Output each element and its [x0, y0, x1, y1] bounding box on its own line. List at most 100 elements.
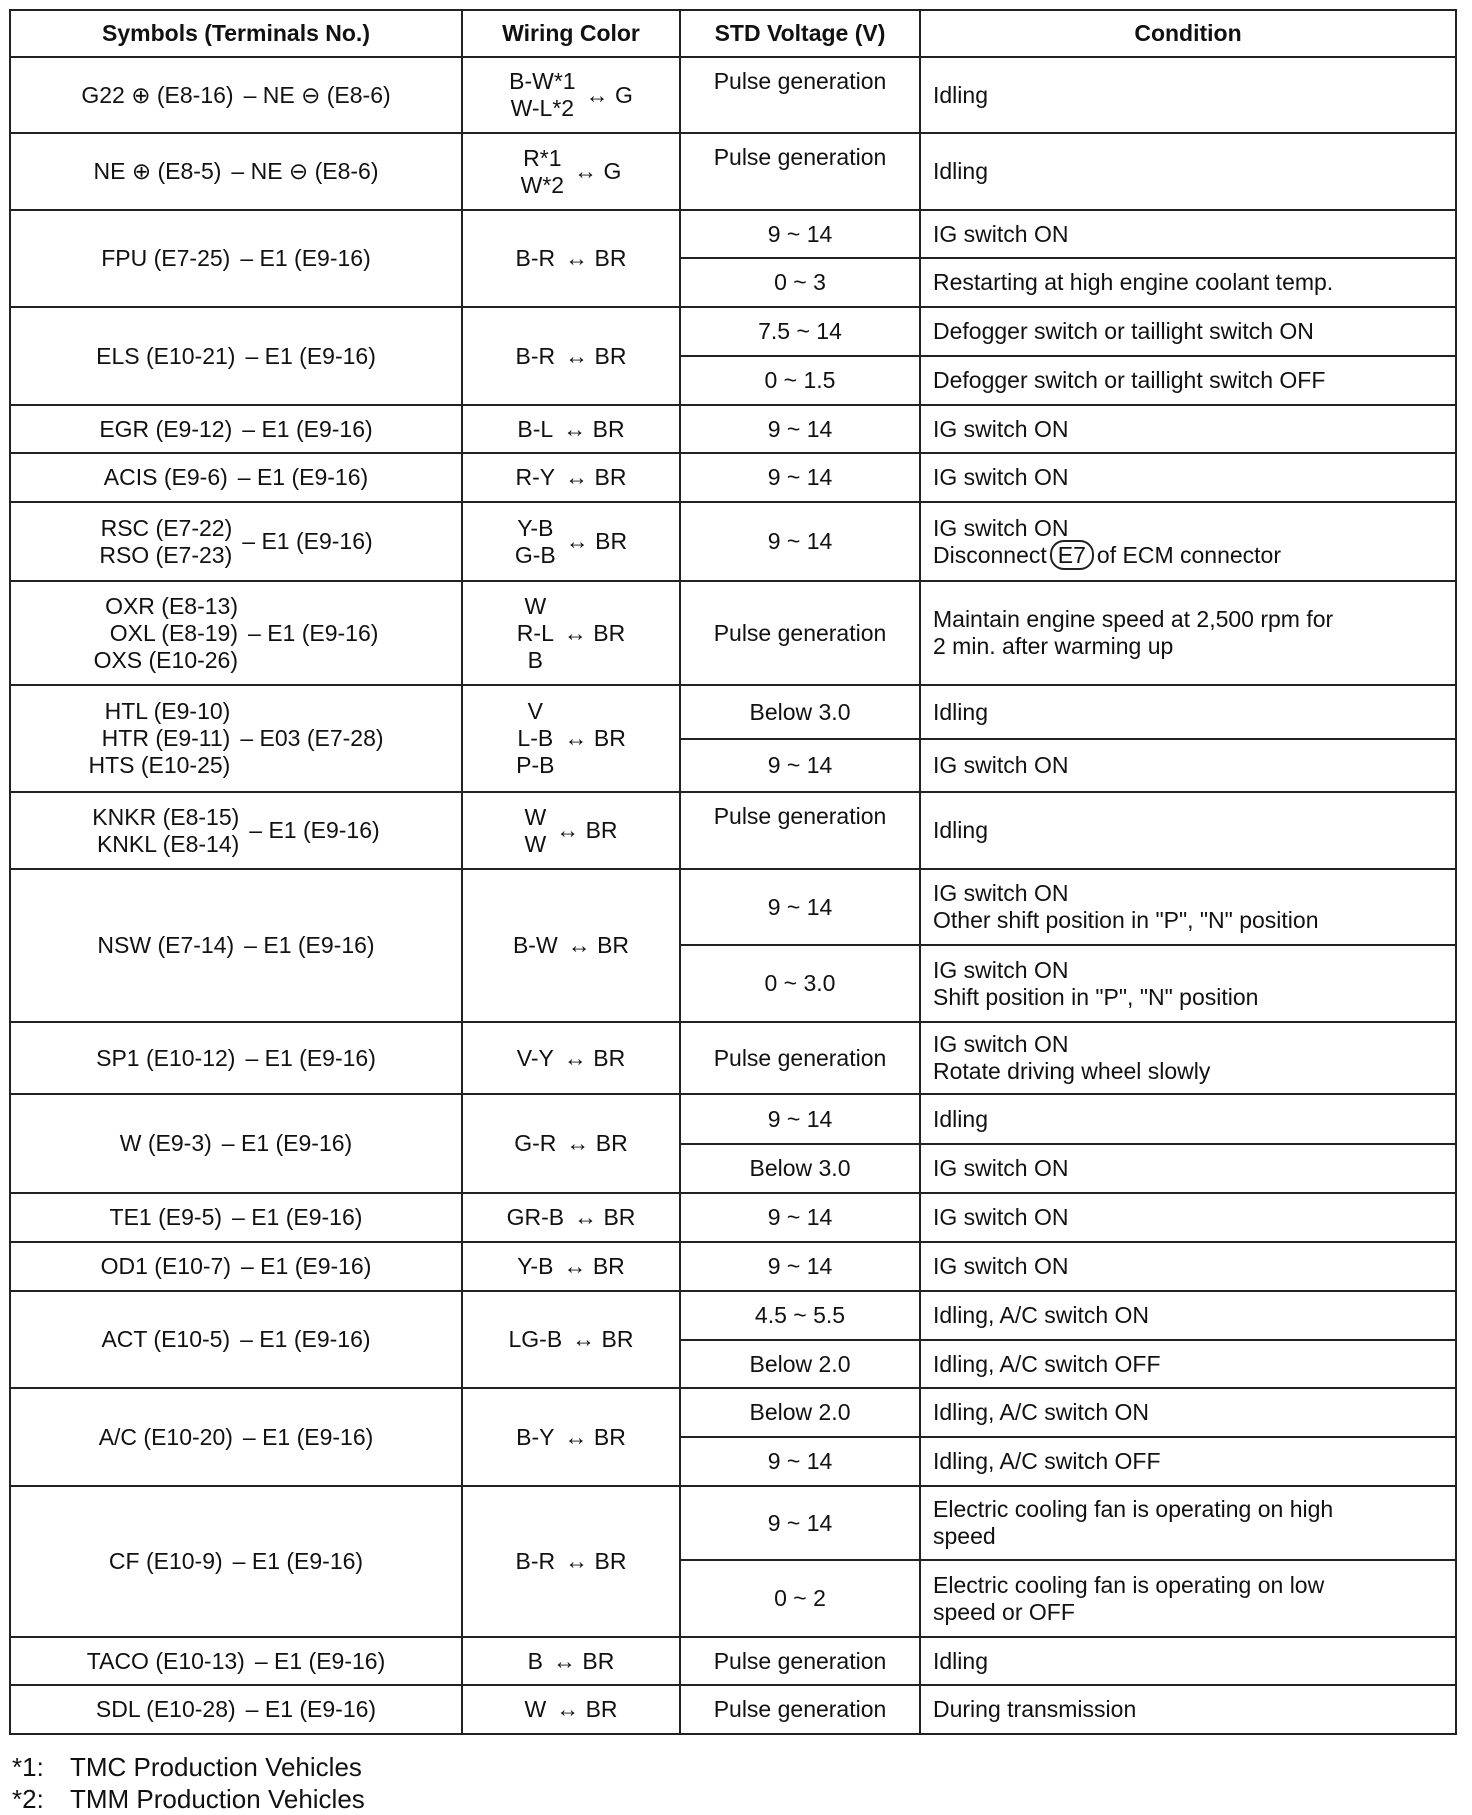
wire-color-ground: ↔ BR	[564, 1423, 626, 1450]
condition-line: Disconnect E7 of ECM connector	[933, 539, 1447, 570]
terminal-pair: SDL (E10-28) – E1 (E9-16)	[96, 1696, 376, 1723]
wire-color-list: R*1 W*2	[521, 145, 564, 199]
wiring-pair: V-Y ↔ BR	[517, 1045, 625, 1072]
table-row: Below 2.0 Idling, A/C switch OFF	[10, 1339, 1457, 1389]
std-voltage-cell: 9 ~ 14	[679, 404, 921, 454]
wire-color: B	[527, 1647, 543, 1674]
terminal-list: ELS (E10-21)	[96, 343, 235, 370]
terminal: HTS (E10-25)	[88, 752, 231, 778]
std-voltage-cell: 0 ~ 2	[679, 1559, 921, 1638]
terminal-list: OXR (E8-13) OXL (E8-19) OXS (E10-26)	[94, 593, 238, 674]
std-voltage-cell: Pulse generation	[679, 1021, 921, 1095]
table-row: EGR (E9-12) – E1 (E9-16) B-L ↔ BR 9 ~ 14 IG s…	[9, 404, 1457, 454]
terminal: NE ⊕ (E8-5)	[93, 158, 222, 184]
terminal: KNKL (E8-14)	[96, 830, 240, 857]
condition-line: IG switch ON	[933, 1253, 1069, 1279]
wire-color: V	[527, 698, 543, 724]
condition-cell: Defogger switch or taillight switch OFF	[919, 355, 1457, 406]
ground-terminal: – NE ⊖ (E8-6)	[231, 158, 379, 184]
std-voltage-cell: 4.5 ~ 5.5	[679, 1290, 921, 1341]
terminal-pair: KNKR (E8-15) KNKL (E8-14) – E1 (E9-16)	[92, 804, 379, 858]
wire-color-ground: ↔ BR	[564, 725, 626, 751]
condition-cell: IG switch ON	[919, 452, 1457, 503]
table-row: CF (E10-9) – E1 (E9-16) B-R ↔ BR 9 ~ 14 Elect…	[9, 1485, 1457, 1638]
wire-color: V-Y	[516, 1044, 554, 1071]
wiring-pair: G-R ↔ BR	[514, 1130, 628, 1157]
table-row: A/C (E10-20) – E1 (E9-16) B-Y ↔ BR Below 2.0…	[9, 1387, 1457, 1487]
wire-color-ground: ↔ BR	[556, 817, 618, 843]
terminal-pair: ELS (E10-21) – E1 (E9-16)	[96, 343, 376, 370]
std-voltage-cell: Pulse generation	[679, 791, 921, 870]
std-voltage-cell: 7.5 ~ 14	[679, 306, 921, 357]
wiring-pair: B-W ↔ BR	[513, 932, 629, 959]
wiring-color-cell: R-Y ↔ BR	[461, 452, 681, 503]
terminal-list: SP1 (E10-12)	[96, 1045, 235, 1072]
wiring-pair: B-L ↔ BR	[517, 416, 624, 443]
wiring-color-cell: W ↔ BR	[461, 1684, 681, 1735]
table-row: HTL (E9-10) HTR (E9-11) HTS (E10-25) – E03 …	[9, 684, 1457, 793]
terminal: EGR (E9-12)	[99, 415, 233, 442]
condition-cell: Electric cooling fan is operating on low…	[919, 1559, 1457, 1638]
ground-terminal: – E1 (E9-16)	[245, 1696, 377, 1722]
terminal-symbols-cell: SP1 (E10-12) – E1 (E9-16)	[9, 1021, 463, 1095]
condition-line: Idling	[933, 1647, 988, 1674]
terminal-symbols-cell: TACO (E10-13) – E1 (E9-16)	[9, 1636, 463, 1686]
wiring-pair: V L-B P-B ↔ BR	[516, 698, 626, 779]
condition-line: IG switch ON	[933, 956, 1069, 983]
terminal-pair: SP1 (E10-12) – E1 (E9-16)	[96, 1045, 376, 1072]
condition-cell: IG switch ON Other shift position in "P",…	[919, 868, 1457, 946]
condition-cell: IG switch ON	[919, 404, 1457, 454]
wire-color-list: Y-B	[517, 1253, 553, 1280]
wire-color-ground: ↔ BR	[566, 1130, 628, 1156]
condition-line: speed	[933, 1523, 996, 1549]
condition-line: IG switch ON	[933, 464, 1069, 490]
condition-cell: Idling	[919, 791, 1457, 870]
terminal: FPU (E7-25)	[101, 245, 231, 271]
condition-cell: Idling, A/C switch ON	[919, 1387, 1457, 1438]
terminal: RSC (E7-22)	[100, 514, 233, 541]
condition-line: Idling	[933, 81, 988, 108]
wire-color: B-W	[512, 932, 558, 958]
terminal-pair: NSW (E7-14) – E1 (E9-16)	[97, 932, 374, 959]
condition-line: Electric cooling fan is operating on low	[933, 1571, 1325, 1598]
ground-terminal: – E1 (E9-16)	[245, 1044, 376, 1071]
std-voltage-cell: 0 ~ 1.5	[679, 355, 921, 406]
terminal: W (E9-3)	[119, 1130, 212, 1156]
wiring-color-cell: B ↔ BR	[461, 1636, 681, 1686]
footnote-2: *2: TMM Production Vehicles	[12, 1784, 365, 1815]
terminal-pair: RSC (E7-22) RSO (E7-23) – E1 (E9-16)	[99, 515, 372, 569]
terminal-symbols-cell: OD1 (E10-7) – E1 (E9-16)	[9, 1241, 463, 1292]
std-voltage-cell: 9 ~ 14	[679, 1192, 921, 1243]
condition-cell: IG switch ON	[919, 1192, 1457, 1243]
wire-color: L-B	[517, 725, 554, 751]
terminal-symbols-cell: FPU (E7-25) – E1 (E9-16)	[9, 209, 463, 308]
terminal: SDL (E10-28)	[95, 1696, 236, 1722]
terminal-symbols-cell: RSC (E7-22) RSO (E7-23) – E1 (E9-16)	[9, 501, 463, 582]
wiring-pair: B-R ↔ BR	[516, 343, 627, 370]
std-voltage-cell: 9 ~ 14	[679, 1436, 921, 1487]
terminal: OXS (E10-26)	[93, 646, 239, 673]
terminal-list: NSW (E7-14)	[97, 932, 234, 959]
terminal-pair: ACIS (E9-6) – E1 (E9-16)	[104, 464, 368, 491]
wire-color: LG-B	[508, 1326, 563, 1352]
terminal-pair: CF (E10-9) – E1 (E9-16)	[109, 1548, 363, 1575]
terminal-symbols-cell: ACIS (E9-6) – E1 (E9-16)	[9, 452, 463, 503]
condition-cell: Idling	[919, 132, 1457, 211]
wire-color: B-R	[515, 245, 556, 271]
std-voltage-cell: Below 2.0	[679, 1387, 921, 1438]
condition-text: Disconnect	[933, 541, 1047, 568]
terminal-symbols-cell: OXR (E8-13) OXL (E8-19) OXS (E10-26) – E1 (…	[9, 580, 463, 686]
wire-color-list: B-R	[516, 343, 556, 370]
wire-color-ground: ↔ G	[585, 81, 633, 108]
condition-line: IG switch ON	[933, 1204, 1069, 1230]
wiring-pair: W ↔ BR	[524, 1696, 617, 1723]
wire-color: P-B	[516, 752, 555, 778]
terminal-list: ACIS (E9-6)	[104, 464, 228, 491]
ground-terminal: – E1 (E9-16)	[232, 1548, 364, 1574]
wire-color: Y-B	[517, 1253, 554, 1279]
wiring-pair: Y-B ↔ BR	[517, 1253, 625, 1280]
terminal-symbols-cell: NSW (E7-14) – E1 (E9-16)	[9, 868, 463, 1023]
table-row: G22 ⊕ (E8-16) – NE ⊖ (E8-6) B-W*1 W-L*2 ↔ G P…	[9, 56, 1457, 134]
terminal-list: W (E9-3)	[120, 1130, 212, 1157]
